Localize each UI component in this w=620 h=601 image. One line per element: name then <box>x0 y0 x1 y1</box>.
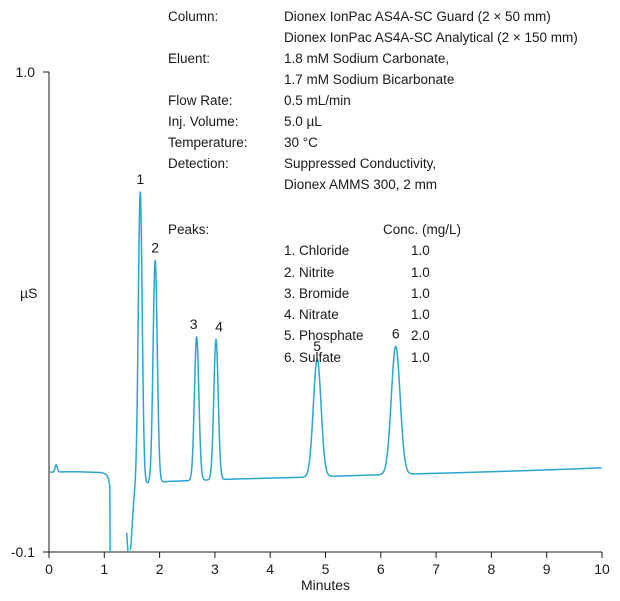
peak-name: 4. Nitrate <box>284 307 339 323</box>
peaks-table-header: Peaks: Conc. (mg/L) <box>168 219 461 240</box>
x-tick-label: 6 <box>377 561 385 577</box>
condition-row: Temperature: 30 °C <box>168 132 578 153</box>
flow-rate-label: Flow Rate: <box>168 93 233 108</box>
peak-number-label: 1 <box>136 171 144 187</box>
peak-name: 5. Phosphate <box>284 328 364 344</box>
concentration-header: Conc. (mg/L) <box>383 222 462 237</box>
temperature-value: 30 °C <box>284 135 318 150</box>
detection-line-2: Dionex AMMS 300, 2 mm <box>284 177 438 192</box>
x-tick-label: 0 <box>45 561 53 577</box>
condition-row: Flow Rate: 0.5 mL/min <box>168 90 578 111</box>
condition-row: Inj. Volume: 5.0 µL <box>168 111 578 132</box>
flow-rate-value: 0.5 mL/min <box>284 93 351 108</box>
x-axis-title: Minutes <box>301 577 350 593</box>
peak-concentration: 1.0 <box>411 285 430 301</box>
detection-value: Suppressed Conductivity, Dionex AMMS 300… <box>284 153 437 195</box>
y-tick-label: -0.1 <box>11 544 35 560</box>
peak-row: 4. Nitrate 1.0 <box>168 304 461 325</box>
eluent-line-2: 1.7 mM Sodium Bicarbonate <box>284 72 455 87</box>
condition-row: Eluent: 1.8 mM Sodium Carbonate, 1.7 mM … <box>168 48 578 90</box>
condition-row: Detection: Suppressed Conductivity, Dion… <box>168 153 578 195</box>
peak-number-label: 2 <box>151 240 159 256</box>
x-tick-label: 5 <box>322 561 330 577</box>
peaks-table: Peaks: Conc. (mg/L) 1. Chloride 1.0 2. N… <box>168 219 461 368</box>
peak-number-label: 6 <box>392 325 400 341</box>
detection-line-1: Suppressed Conductivity, <box>284 156 437 171</box>
peak-name: 3. Bromide <box>284 285 350 301</box>
eluent-label: Eluent: <box>168 51 211 66</box>
peak-row: 3. Bromide 1.0 <box>168 283 461 304</box>
x-tick-label: 9 <box>543 561 551 577</box>
injection-volume-value: 5.0 µL <box>284 114 322 129</box>
peak-row: 6. Sulfate 1.0 <box>168 347 461 368</box>
peak-concentration: 1.0 <box>411 307 430 323</box>
column-guard-text: Dionex IonPac AS4A-SC Guard (2 × 50 mm) <box>284 9 551 24</box>
peak-number-label: 4 <box>215 318 223 334</box>
x-tick-label: 1 <box>100 561 108 577</box>
x-tick-label: 10 <box>594 561 610 577</box>
eluent-value: 1.8 mM Sodium Carbonate, 1.7 mM Sodium B… <box>284 48 454 90</box>
detection-label: Detection: <box>168 156 229 171</box>
chromatogram-trace <box>49 191 603 553</box>
peak-number-label: 5 <box>313 338 321 354</box>
peak-labels: 1 2 3 4 5 6 <box>136 171 399 354</box>
peak-name: 2. Nitrite <box>284 264 335 280</box>
peak-row: 2. Nitrite 1.0 <box>168 262 461 283</box>
peak-concentration: 2.0 <box>411 328 430 344</box>
eluent-line-1: 1.8 mM Sodium Carbonate, <box>284 51 450 66</box>
peak-concentration: 1.0 <box>411 264 430 280</box>
chromatogram-trace-group <box>49 191 603 553</box>
column-label: Column: <box>168 9 219 24</box>
x-tick-label: 8 <box>488 561 496 577</box>
peak-concentration: 1.0 <box>411 243 430 259</box>
column-value: Dionex IonPac AS4A-SC Guard (2 × 50 mm) … <box>284 6 578 48</box>
condition-row: Column: Dionex IonPac AS4A-SC Guard (2 ×… <box>168 6 578 48</box>
peak-name: 6. Sulfate <box>284 349 342 365</box>
temperature-label: Temperature: <box>168 135 248 150</box>
peak-number-label: 3 <box>190 316 198 332</box>
peak-name: 1. Chloride <box>284 243 350 259</box>
column-analytical-text: Dionex IonPac AS4A-SC Analytical (2 × 15… <box>284 30 578 45</box>
peak-row: 5. Phosphate 2.0 <box>168 325 461 346</box>
peak-concentration: 1.0 <box>411 349 430 365</box>
y-tick-label: 1.0 <box>16 64 36 80</box>
x-tick-label: 7 <box>432 561 440 577</box>
peaks-label: Peaks: <box>168 222 210 237</box>
x-tick-label: 4 <box>266 561 274 577</box>
injection-volume-label: Inj. Volume: <box>168 114 239 129</box>
conditions-panel: Column: Dionex IonPac AS4A-SC Guard (2 ×… <box>168 6 578 195</box>
x-tick-label: 3 <box>211 561 219 577</box>
peak-row: 1. Chloride 1.0 <box>168 240 461 261</box>
chart-axes: 0 1 2 3 4 5 6 7 8 9 10 -0.1 1.0 Minutes µS <box>11 64 610 593</box>
y-axis-title: µS <box>20 285 37 301</box>
x-tick-label: 2 <box>156 561 164 577</box>
